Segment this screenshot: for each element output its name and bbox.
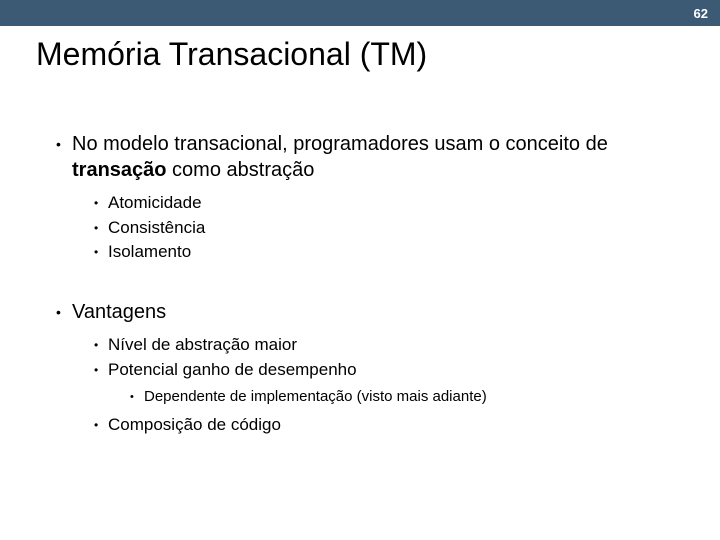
bullet-text: Dependente de implementação (visto mais … (144, 388, 487, 405)
bullet-text: Consistência (108, 218, 205, 237)
bullet-l2: Potencial ganho de desempenho Dependente… (94, 358, 684, 409)
bullet-l2: Composição de código (94, 413, 684, 438)
header-bar: 62 (0, 0, 720, 26)
bullet-text: Composição de código (108, 415, 281, 434)
bullet-l2: Consistência (94, 216, 684, 241)
bullet-l2: Nível de abstração maior (94, 333, 684, 358)
slide-content: No modelo transacional, programadores us… (0, 73, 720, 437)
bullet-text: como abstração (167, 159, 315, 181)
bullet-text: No modelo transacional, programadores us… (72, 133, 608, 155)
bullet-l1: No modelo transacional, programadores us… (56, 131, 684, 265)
bullet-text: Vantagens (72, 301, 166, 323)
page-number: 62 (694, 6, 708, 21)
bullet-l1: Vantagens Nível de abstração maior Poten… (56, 299, 684, 437)
bullet-text-bold: transação (72, 159, 167, 181)
bullet-text: Isolamento (108, 242, 191, 261)
bullet-text: Nível de abstração maior (108, 335, 297, 354)
slide-title: Memória Transacional (TM) (0, 26, 720, 73)
bullet-l2: Atomicidade (94, 191, 684, 216)
bullet-text: Potencial ganho de desempenho (108, 360, 357, 379)
bullet-l2: Isolamento (94, 240, 684, 265)
bullet-l3: Dependente de implementação (visto mais … (130, 386, 684, 409)
bullet-text: Atomicidade (108, 193, 202, 212)
